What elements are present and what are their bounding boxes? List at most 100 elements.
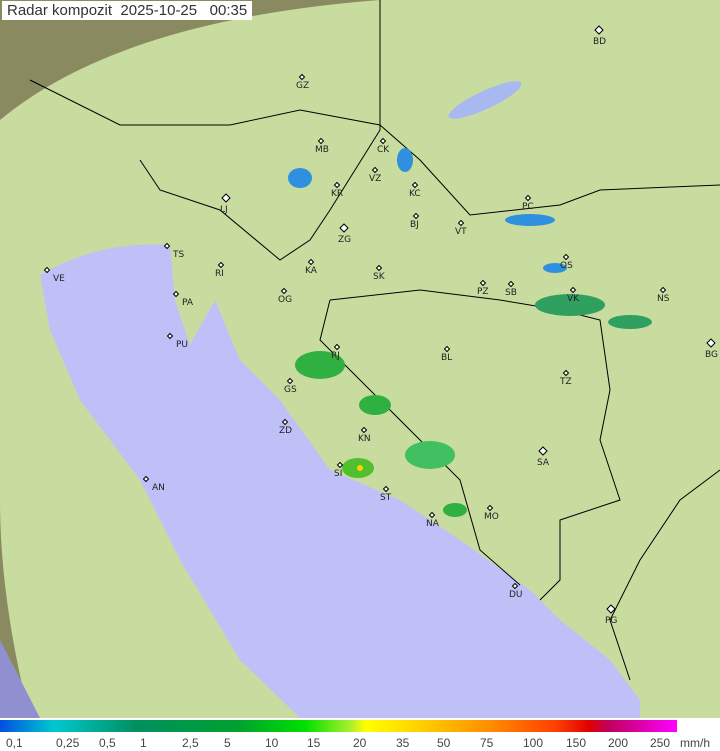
legend-tick: 0,5 [99, 736, 116, 750]
city-label: KN [358, 434, 371, 444]
city-marker-icon [538, 446, 548, 456]
legend-tick: 100 [523, 736, 544, 750]
city-markers: GZ BD MB CK VZ KR KC LJ BJ PC VT ZG TS VE RI KA SK OS PA OG… [43, 25, 718, 626]
city-label: OS [560, 261, 573, 271]
city-marker-icon [166, 332, 174, 340]
city-label: BD [593, 37, 606, 47]
city-marker-icon [594, 25, 604, 35]
legend-tick: 15 [307, 736, 321, 750]
title-date: 2025-10-25 [120, 2, 198, 19]
city-marker-icon [379, 137, 387, 145]
city-marker-icon [428, 511, 436, 519]
city-label: MB [315, 145, 329, 155]
city-label: NA [426, 519, 440, 529]
city-label: PU [176, 340, 188, 350]
city-label: SK [373, 272, 386, 282]
city-label: VK [567, 294, 580, 304]
legend-tick: 1 [140, 736, 147, 750]
city-marker-icon [443, 345, 451, 353]
city-label: KR [331, 189, 343, 199]
city-marker-icon [336, 461, 344, 469]
legend-tick: 35 [396, 736, 410, 750]
city-label: PZ [477, 287, 489, 297]
legend-tick: 250 [650, 736, 671, 750]
city-marker-icon [339, 223, 349, 233]
legend-tick: 150 [566, 736, 587, 750]
city-label: PA [182, 298, 194, 308]
city-marker-icon [659, 286, 667, 294]
city-marker-icon [43, 266, 51, 274]
city-label: BL [441, 353, 452, 363]
city-marker-icon [524, 194, 532, 202]
city-marker-icon [172, 290, 180, 298]
legend-tick: 5 [224, 736, 231, 750]
city-marker-icon [307, 258, 315, 266]
title-time: 00:35 [209, 2, 248, 19]
city-label: SI [334, 469, 342, 479]
city-label: AN [152, 483, 165, 493]
legend-tick: 0,25 [56, 736, 80, 750]
city-marker-icon [562, 369, 570, 377]
legend-unit: mm/h [680, 736, 710, 750]
city-label: BJ [410, 220, 419, 230]
city-label: PG [605, 616, 617, 626]
city-marker-icon [606, 604, 616, 614]
city-label: KC [409, 189, 421, 199]
city-label: SA [537, 458, 550, 468]
city-marker-icon [486, 504, 494, 512]
city-label: RJ [331, 351, 340, 361]
city-label: KA [305, 266, 318, 276]
city-marker-icon [317, 137, 325, 145]
legend-tick: 200 [608, 736, 629, 750]
city-marker-icon [281, 418, 289, 426]
city-label: DU [509, 590, 523, 600]
city-marker-icon [286, 377, 294, 385]
city-label: VE [53, 274, 65, 284]
legend-tick: 20 [353, 736, 367, 750]
city-label: OG [278, 295, 292, 305]
city-marker-icon [371, 166, 379, 174]
city-marker-icon [360, 426, 368, 434]
city-marker-icon [511, 582, 519, 590]
city-label: ZG [338, 235, 351, 245]
city-label: TZ [559, 377, 572, 387]
city-label: NS [657, 294, 670, 304]
precipitation-color-scale [0, 720, 677, 732]
city-label: LJ [220, 205, 228, 215]
city-marker-icon [333, 343, 341, 351]
radar-map[interactable]: GZ BD MB CK VZ KR KC LJ BJ PC VT ZG TS VE RI KA SK OS PA OG… [0, 0, 720, 718]
city-label: GZ [296, 81, 309, 91]
city-label: SB [505, 288, 517, 298]
city-label: MO [484, 512, 499, 522]
city-label: CK [377, 145, 390, 155]
city-marker-icon [411, 181, 419, 189]
city-marker-icon [382, 485, 390, 493]
sea-adriatic [40, 244, 640, 718]
city-marker-icon [280, 287, 288, 295]
map-title: Radar kompozit 2025-10-25 00:35 [2, 1, 253, 20]
lake-balaton [448, 81, 522, 119]
title-label: Radar kompozit [7, 2, 113, 19]
radar-echoes [288, 148, 652, 517]
city-label: PC [522, 202, 534, 212]
city-marker-icon [298, 73, 306, 81]
city-marker-icon [333, 181, 341, 189]
legend-tick: 0,1 [6, 736, 23, 750]
legend-tick: 75 [480, 736, 494, 750]
city-marker-icon [479, 279, 487, 287]
city-label: BG [705, 350, 718, 360]
city-marker-icon [457, 219, 465, 227]
city-marker-icon [217, 261, 225, 269]
city-marker-icon [375, 264, 383, 272]
city-marker-icon [706, 338, 716, 348]
legend-labels: 0,1 0,25 0,5 1 2,5 5 10 15 20 35 50 75 100 150 200 250 m… [0, 736, 720, 751]
city-label: ST [380, 493, 392, 503]
legend-tick: 50 [437, 736, 451, 750]
sea-lower-left [0, 640, 40, 718]
city-marker-icon [142, 475, 150, 483]
city-label: ZD [279, 426, 292, 436]
legend-tick: 10 [265, 736, 279, 750]
city-marker-icon [507, 280, 515, 288]
city-marker-icon [221, 193, 231, 203]
